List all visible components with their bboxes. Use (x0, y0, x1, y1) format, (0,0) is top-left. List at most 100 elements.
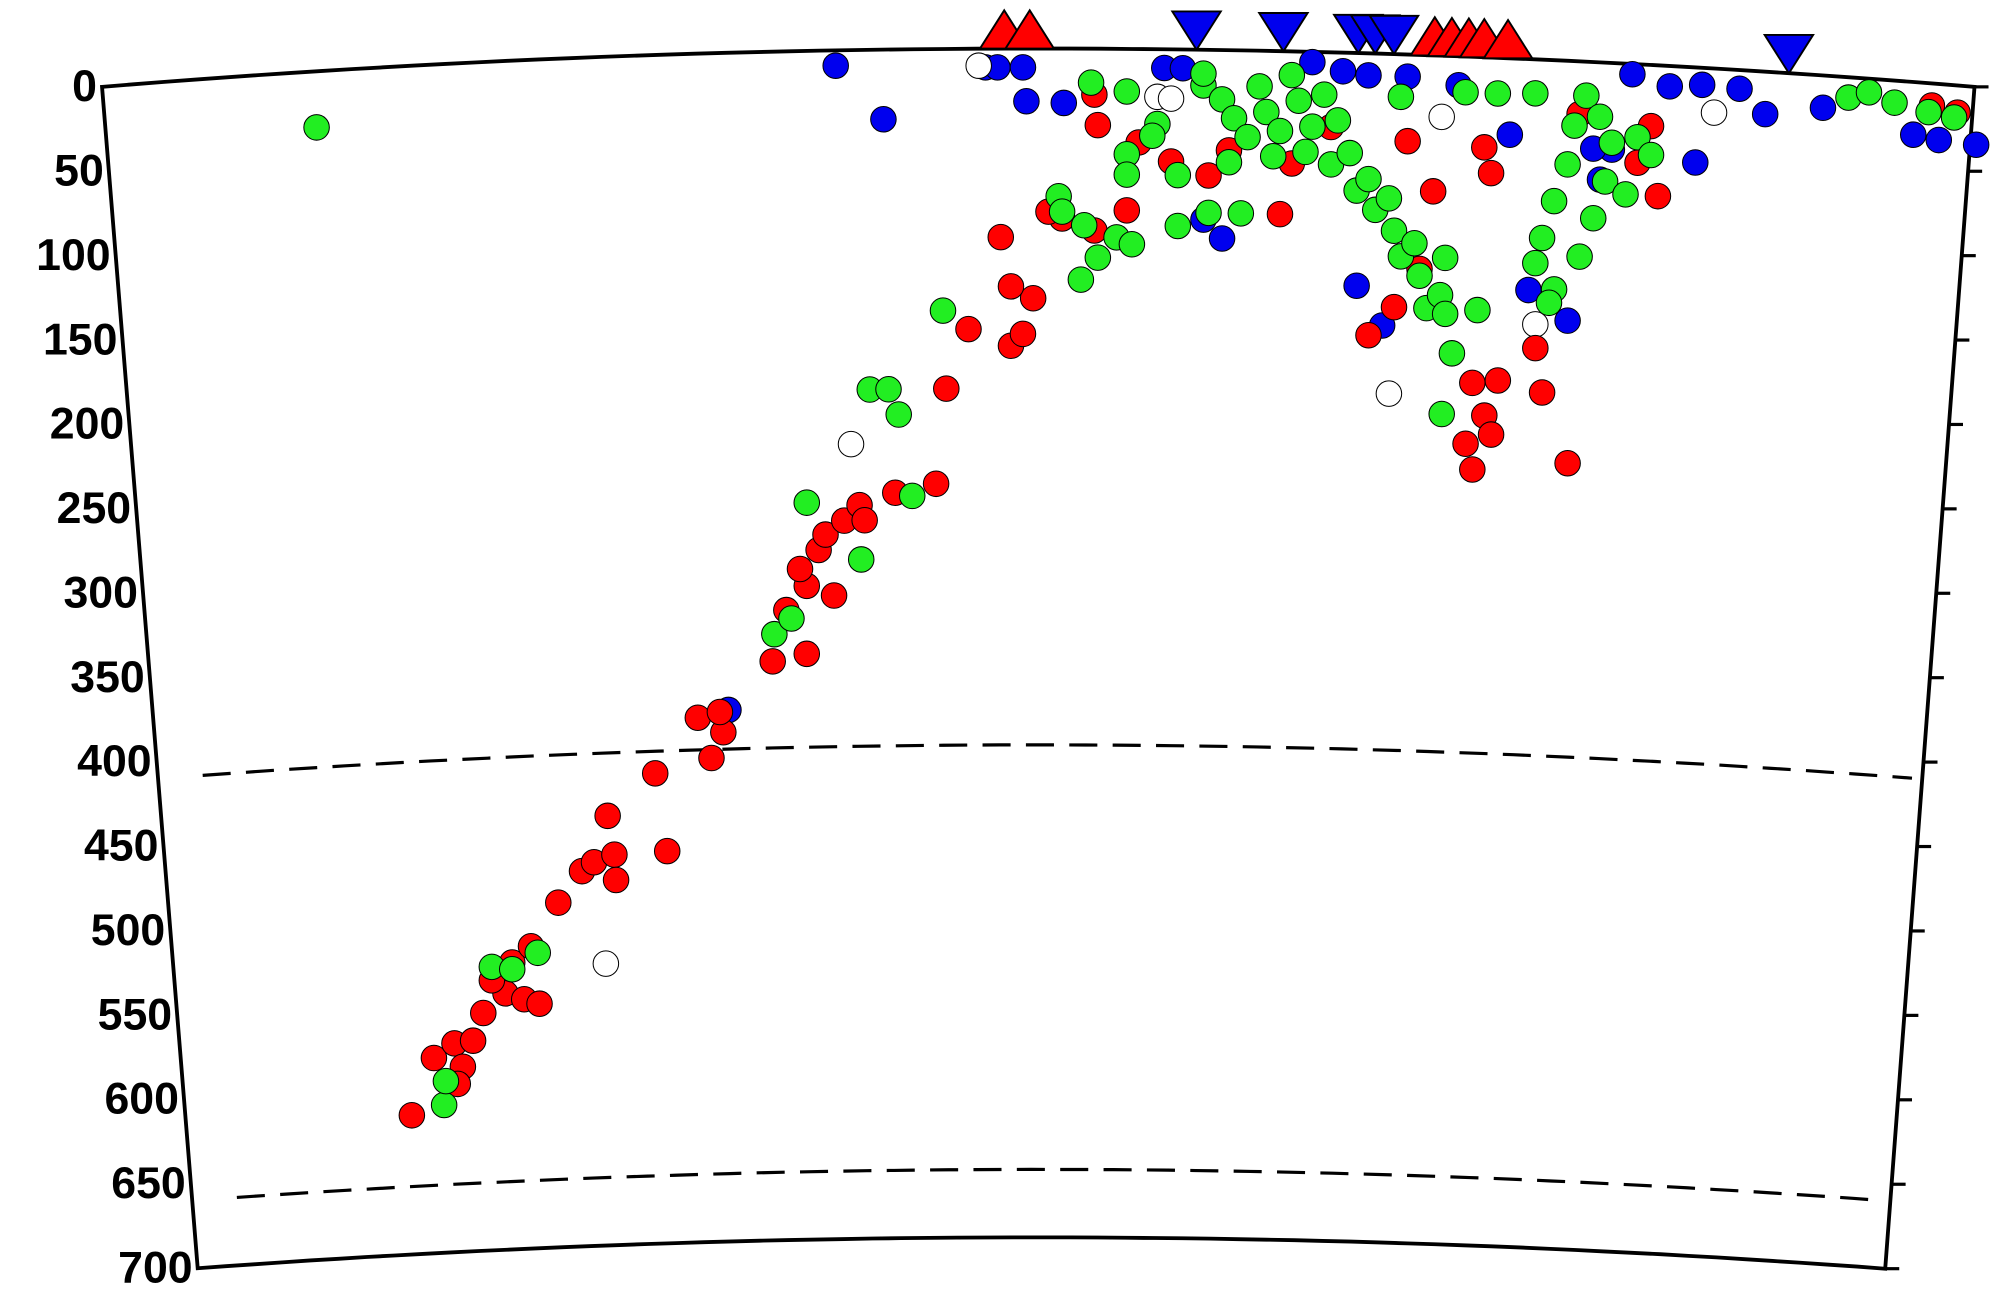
quake-point (1050, 89, 1078, 117)
quake-point (1644, 182, 1672, 210)
quake-point (1285, 87, 1312, 115)
quake-point (1438, 340, 1466, 367)
quake-point (1387, 83, 1415, 111)
quake-point (820, 582, 848, 609)
quake-point (1477, 159, 1505, 187)
quake-point (812, 521, 839, 548)
quake-point (778, 605, 805, 632)
quake-point (761, 620, 788, 648)
quake-point (1070, 211, 1098, 239)
quake-point (1688, 71, 1716, 99)
quake-point (420, 1044, 448, 1072)
quake-point (1406, 262, 1433, 290)
quake-point (1431, 244, 1459, 272)
quake-point (470, 999, 497, 1027)
quake-point (1471, 134, 1498, 161)
quake-point (1464, 296, 1491, 324)
quake-point (1855, 79, 1883, 106)
quake-point (1009, 320, 1037, 348)
quake-point (1484, 367, 1512, 394)
quake-point (837, 430, 865, 458)
quake-point (955, 315, 982, 343)
quake-point (1113, 197, 1141, 224)
quake-point (1940, 104, 1968, 131)
discontinuity-line (236, 1167, 1881, 1202)
quake-point (545, 889, 572, 916)
quake-point (786, 555, 814, 583)
y-tick-label: 100 (36, 231, 110, 280)
quake-point (1343, 272, 1370, 299)
quake-point (1612, 181, 1639, 208)
quake-point (1084, 111, 1112, 139)
quake-point (653, 837, 681, 865)
quake-point (1586, 103, 1614, 130)
quake-point (847, 546, 875, 573)
quake-point (1726, 75, 1753, 103)
quake-point (498, 955, 526, 983)
quake-point (1637, 141, 1665, 169)
quake-point (1428, 400, 1455, 428)
quake-point (822, 52, 849, 79)
section-frame (99, 46, 1977, 1271)
y-tick-label: 200 (50, 400, 124, 449)
quake-point (1881, 89, 1908, 116)
y-tick-label: 700 (118, 1244, 192, 1293)
quake-point (1624, 123, 1651, 151)
quake-point (1227, 200, 1255, 227)
quake-point (1380, 293, 1408, 321)
y-tick-label: 250 (57, 484, 131, 533)
quake-point (1579, 204, 1607, 232)
quake-point (933, 375, 960, 402)
quake-point (1554, 307, 1581, 334)
quake-point (1459, 369, 1486, 397)
quake-point (1019, 284, 1047, 312)
quake-point (1215, 148, 1243, 176)
quake-point (1591, 168, 1619, 195)
quake-point (1164, 161, 1192, 189)
quake-point (1428, 103, 1455, 131)
quake-point (602, 866, 630, 894)
quake-point (1139, 122, 1166, 149)
quake-point (1164, 212, 1192, 240)
quake-point (1554, 450, 1581, 477)
quake-point (1375, 380, 1403, 407)
surface-marker (1170, 10, 1223, 52)
y-tick-label: 600 (104, 1075, 178, 1124)
quake-point (1962, 131, 1990, 159)
y-tick-label: 450 (84, 822, 158, 871)
y-tick-label: 350 (70, 653, 144, 702)
quake-point (1118, 230, 1146, 258)
quake-point (1013, 88, 1040, 115)
quake-point (1431, 300, 1459, 328)
quake-point (965, 52, 992, 79)
quake-point (1522, 80, 1549, 107)
quake-point (1266, 200, 1294, 228)
quake-point (684, 704, 712, 731)
quake-point (459, 1027, 487, 1054)
quake-point (1915, 98, 1942, 126)
quake-point (1355, 165, 1382, 193)
quake-point (601, 841, 628, 868)
quake-point (303, 114, 330, 141)
quake-point (1540, 187, 1568, 215)
quake-point (430, 1091, 458, 1119)
y-tick-label: 550 (98, 990, 172, 1039)
surface-marker (1003, 8, 1056, 50)
quake-point (898, 482, 926, 510)
quake-point (922, 470, 950, 498)
quake-point (1380, 217, 1408, 245)
y-tick-label: 150 (43, 315, 117, 364)
quake-point (1566, 243, 1593, 270)
quake-point (1535, 289, 1563, 317)
quake-point (1220, 104, 1248, 132)
quake-point (1656, 73, 1684, 100)
quake-point (1496, 121, 1524, 148)
y-tick-label: 50 (54, 147, 104, 196)
quake-point (793, 489, 821, 516)
quake-point (1452, 78, 1479, 106)
quake-point (526, 990, 553, 1017)
quake-point (1067, 266, 1095, 293)
quake-point (641, 760, 669, 787)
quake-point (1278, 61, 1306, 89)
